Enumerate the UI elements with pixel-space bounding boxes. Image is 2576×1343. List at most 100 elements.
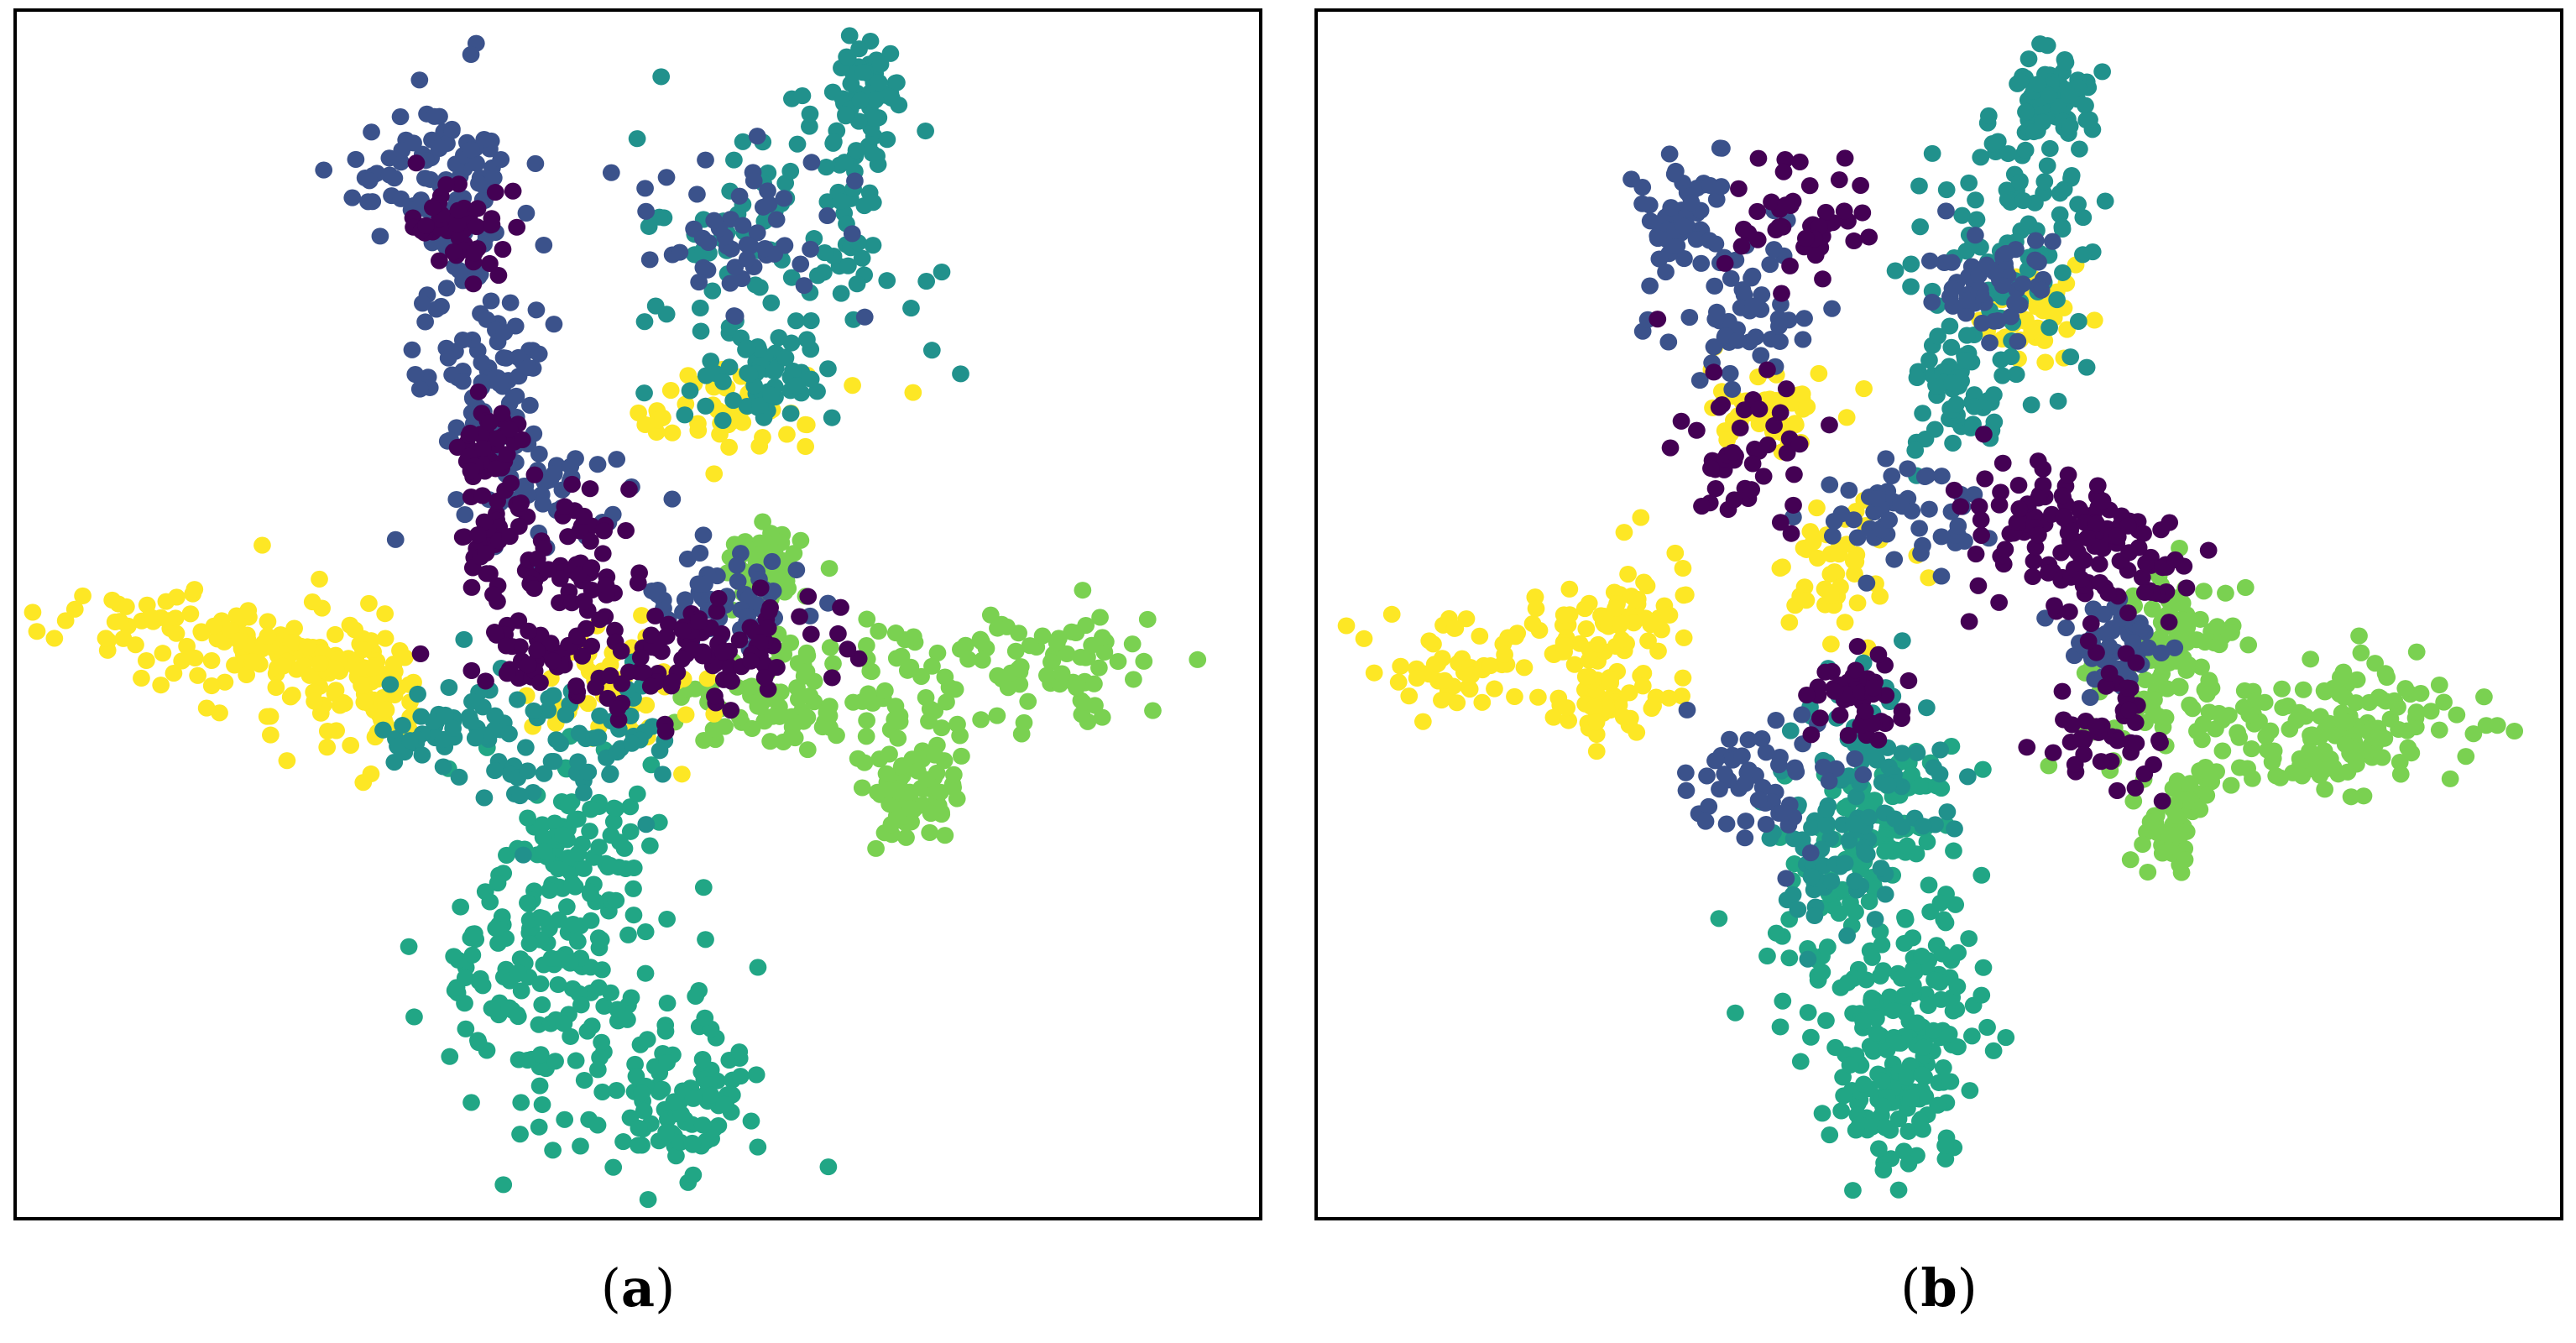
- scatter-point: [823, 669, 841, 687]
- scatter-point: [635, 313, 654, 331]
- scatter-point: [1985, 386, 2003, 404]
- scatter-point: [1675, 217, 1693, 235]
- scatter-point: [238, 666, 256, 683]
- scatter-point: [626, 1055, 644, 1073]
- scatter-point: [1033, 627, 1052, 645]
- scatter-point: [798, 741, 817, 759]
- scatter-point: [453, 373, 472, 390]
- scatter-point: [1863, 989, 1881, 1006]
- scatter-point: [904, 384, 922, 401]
- scatter-point: [1932, 780, 1951, 797]
- scatter-point: [587, 678, 604, 696]
- scatter-point: [1826, 1038, 1844, 1057]
- scatter-point: [663, 490, 682, 508]
- scatter-point: [1420, 632, 1439, 650]
- scatter-point: [1997, 244, 2015, 262]
- scatter-point: [510, 517, 528, 536]
- scatter-point: [2160, 826, 2178, 844]
- scatter-point: [1893, 745, 1911, 762]
- scatter-point: [56, 612, 75, 630]
- scatter-point: [1845, 815, 1863, 833]
- scatter-point: [559, 528, 577, 546]
- scatter-point: [1915, 1038, 1933, 1056]
- scatter-point: [614, 1133, 632, 1151]
- scatter-point: [1462, 666, 1481, 684]
- scatter-point: [541, 635, 560, 652]
- scatter-point: [1972, 986, 1991, 1004]
- scatter-point: [1948, 978, 1967, 995]
- scatter-point: [1816, 203, 1835, 222]
- scatter-point: [1941, 1073, 1960, 1090]
- scatter-point: [638, 1031, 656, 1048]
- scatter-point: [653, 1080, 671, 1098]
- scatter-point: [696, 1009, 714, 1027]
- scatter-point: [1822, 587, 1840, 604]
- scatter-point: [2366, 729, 2385, 747]
- scatter-point: [829, 624, 847, 643]
- scatter-point: [2017, 103, 2035, 121]
- scatter-point: [1109, 652, 1127, 671]
- scatter-point: [165, 665, 183, 682]
- scatter-point: [821, 639, 839, 656]
- scatter-point: [687, 987, 705, 1005]
- scatter-point: [658, 910, 676, 928]
- scatter-point: [427, 300, 446, 318]
- scatter-point: [556, 706, 575, 724]
- scatter-point: [1945, 481, 1963, 499]
- scatter-point: [1688, 421, 1706, 439]
- scatter-point: [698, 261, 717, 279]
- scatter-point: [516, 739, 535, 756]
- scatter-point: [484, 169, 503, 186]
- scatter-point: [1899, 1155, 1918, 1173]
- scatter-point: [1560, 712, 1578, 729]
- scatter-panel-a: [13, 8, 1262, 1220]
- scatter-point: [684, 1166, 703, 1184]
- scatter-point: [519, 358, 537, 376]
- scatter-point: [28, 623, 46, 640]
- scatter-point: [1876, 843, 1894, 860]
- scatter-point: [1894, 1142, 1913, 1160]
- scatter-point: [1801, 523, 1820, 541]
- scatter-point: [2316, 781, 2334, 798]
- scatter-point: [738, 397, 756, 415]
- scatter-point: [649, 586, 666, 604]
- scatter-point: [482, 292, 500, 310]
- scatter-point: [1844, 1182, 1862, 1199]
- scatter-point: [2097, 624, 2115, 642]
- scatter-point: [303, 593, 321, 611]
- caption-b-open: (: [1900, 1257, 1921, 1319]
- scatter-point: [464, 275, 483, 293]
- scatter-point: [704, 720, 723, 739]
- scatter-point: [1985, 413, 2004, 431]
- scatter-point: [1864, 679, 1883, 697]
- scatter-point: [1355, 630, 1373, 647]
- scatter-point: [1486, 680, 1503, 698]
- scatter-point: [211, 704, 228, 722]
- scatter-point: [863, 144, 881, 162]
- scatter-point: [2072, 570, 2090, 588]
- scatter-point: [2217, 584, 2234, 602]
- scatter-point: [788, 135, 807, 153]
- scatter-point: [2303, 726, 2321, 744]
- scatter-point: [694, 879, 713, 896]
- scatter-point: [445, 948, 463, 965]
- scatter-point: [1988, 311, 2007, 330]
- scatter-point: [1678, 701, 1696, 719]
- scatter-point: [854, 64, 872, 81]
- scatter-point: [1978, 1018, 1996, 1037]
- scatter-point: [469, 1032, 487, 1049]
- scatter-point: [1554, 606, 1573, 624]
- scatter-point: [602, 164, 620, 181]
- scatter-point: [2044, 744, 2062, 761]
- scatter-point: [1413, 713, 1432, 730]
- scatter-point: [1835, 202, 1853, 220]
- scatter-point: [1876, 886, 1894, 903]
- scatter-point: [439, 349, 457, 367]
- scatter-point: [706, 687, 724, 705]
- scatter-point: [754, 198, 772, 216]
- scatter-point: [1990, 593, 2008, 611]
- scatter-point: [2306, 749, 2324, 766]
- scatter-point: [837, 106, 854, 123]
- scatter-point: [462, 462, 480, 480]
- scatter-point: [2316, 760, 2333, 779]
